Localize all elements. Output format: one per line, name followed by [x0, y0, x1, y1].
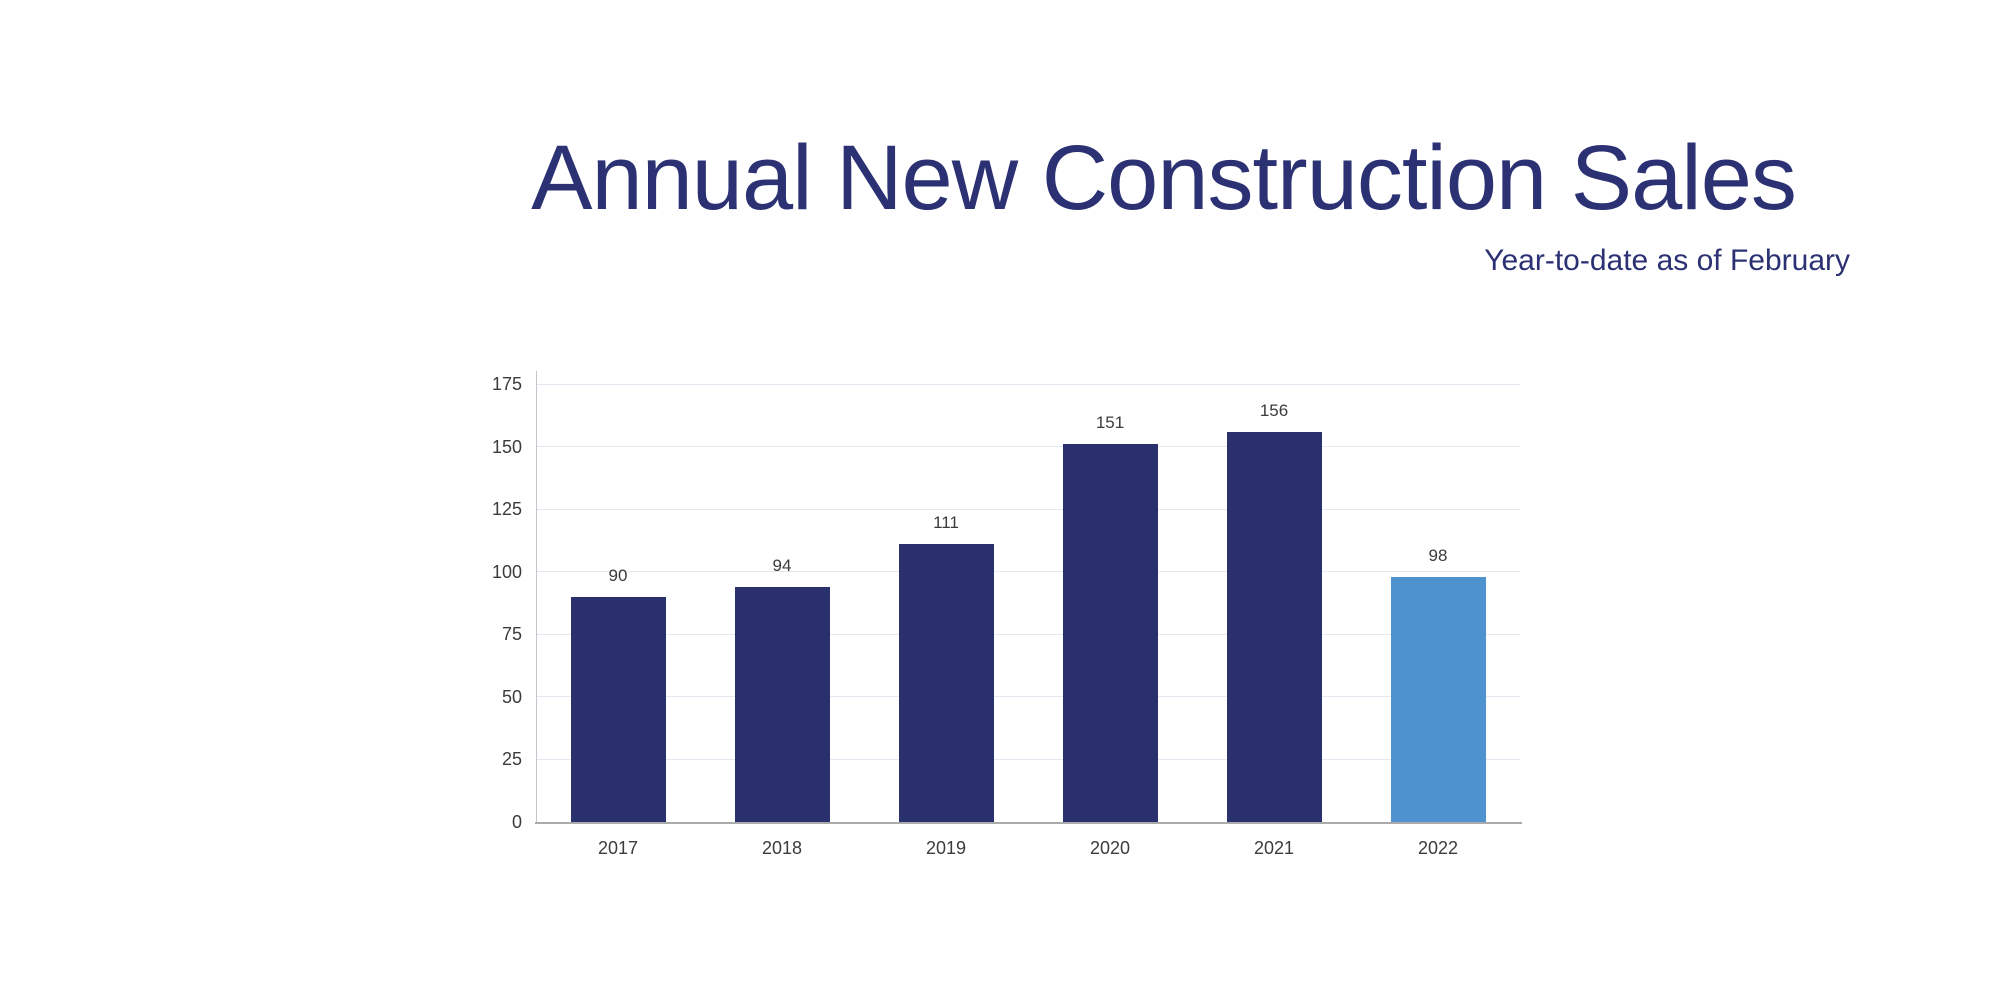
bar-value-label-2022: 98	[1428, 545, 1448, 565]
bar-value-label-2021: 156	[1259, 400, 1289, 420]
page-subtitle: Year-to-date as of February	[1484, 244, 1850, 277]
bar-2020	[1062, 444, 1158, 822]
gridline-100	[537, 571, 1520, 573]
gridline-25	[537, 758, 1520, 760]
gridline-175	[537, 383, 1520, 385]
x-axis-label-2019: 2019	[925, 838, 967, 858]
bar-chart-plot-area: 0 25 50 75 100 125 150 175 90 2017 94 2018 111 2019 15…	[492, 371, 1522, 858]
y-tick-label-50: 50	[501, 686, 522, 707]
x-axis-line	[535, 822, 1522, 824]
x-axis-label-2017: 2017	[597, 838, 639, 858]
y-tick-label-125: 125	[491, 499, 522, 520]
y-tick-label-175: 175	[491, 374, 522, 394]
gridline-150	[537, 446, 1520, 448]
y-axis-line	[536, 371, 537, 824]
page-title: Annual New Construction Sales	[531, 127, 1797, 229]
bar-value-label-2017: 90	[608, 565, 628, 585]
gridline-125	[537, 508, 1520, 510]
y-tick-label-100: 100	[491, 561, 522, 582]
bar-value-label-2019: 111	[933, 513, 959, 533]
bar-2022	[1390, 576, 1486, 822]
gridline-50	[537, 696, 1520, 698]
y-tick-label-150: 150	[491, 436, 522, 457]
gridline-75	[537, 633, 1520, 635]
x-axis-label-2020: 2020	[1089, 838, 1131, 858]
bar-value-label-2020: 151	[1095, 413, 1125, 433]
chart-header: Annual New Construction Sales Year-to-da…	[477, 0, 1850, 276]
x-axis-label-2021: 2021	[1253, 838, 1295, 858]
bar-value-label-2018: 94	[772, 555, 792, 575]
bar-2018	[734, 586, 830, 822]
y-tick-label-75: 75	[501, 624, 522, 645]
bar-2017	[570, 596, 666, 822]
bar-2021	[1226, 431, 1322, 822]
y-tick-label-25: 25	[501, 749, 522, 770]
x-axis-label-2018: 2018	[761, 838, 803, 858]
y-tick-label-0: 0	[511, 812, 522, 832]
x-axis-label-2022: 2022	[1417, 838, 1459, 858]
bar-2019	[898, 544, 994, 822]
